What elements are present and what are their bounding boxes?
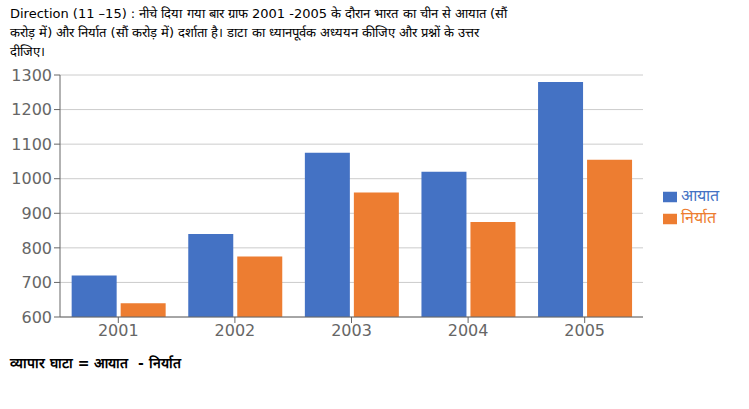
svg-text:600: 600 xyxy=(21,308,52,327)
svg-text:1000: 1000 xyxy=(11,169,52,188)
html-text:व्यापार घाटा = आयात - निर्यात: व्यापार घाटा = आयात - निर्यात xyxy=(10,355,181,371)
svg-text:1100: 1100 xyxy=(11,135,52,154)
svg-text:700: 700 xyxy=(21,273,52,292)
svg-text:1300: 1300 xyxy=(11,66,52,85)
svg-text:800: 800 xyxy=(21,239,52,258)
svg-text:2005: 2005 xyxy=(564,321,605,340)
svg-text:2001: 2001 xyxy=(98,321,139,340)
html-text:निर्यात: निर्यात xyxy=(681,208,716,227)
svg-text:2003: 2003 xyxy=(331,321,372,340)
html-text:आयात: आयात xyxy=(681,186,719,205)
svg-text:2002: 2002 xyxy=(215,321,256,340)
svg-text:900: 900 xyxy=(21,204,52,223)
svg-text:2004: 2004 xyxy=(448,321,489,340)
html-text:Direction (11 –15) : नीचे दिया: Direction (11 –15) : नीचे दिया गया बार ग… xyxy=(10,6,508,59)
svg-text:1200: 1200 xyxy=(11,100,52,119)
